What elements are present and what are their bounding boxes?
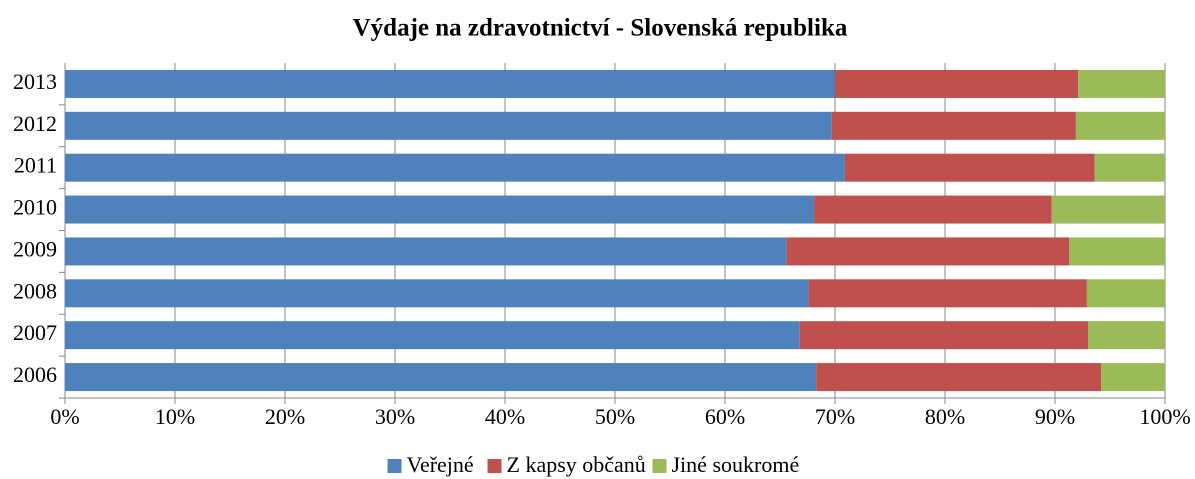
x-tick-label: 40%: [485, 404, 525, 429]
x-tick-label: 0%: [50, 404, 79, 429]
bar-segment: [816, 363, 1102, 392]
bar-segment: [1051, 195, 1165, 224]
x-tick-label: 30%: [375, 404, 415, 429]
bar-segment: [65, 363, 817, 392]
x-tick-label: 100%: [1139, 404, 1190, 429]
legend-swatch: [387, 459, 402, 473]
y-tick-label: 2009: [13, 236, 57, 261]
bar-segment: [1078, 69, 1165, 98]
y-tick-label: 2012: [13, 111, 57, 136]
x-tick-label: 70%: [815, 404, 855, 429]
y-tick-label: 2011: [14, 153, 57, 178]
bar-segment: [786, 237, 1070, 266]
x-tick-label: 20%: [265, 404, 305, 429]
bar-segment: [1075, 111, 1165, 140]
bar-segment: [814, 195, 1052, 224]
bar-segment: [1094, 153, 1165, 182]
bar-segment: [1086, 279, 1165, 308]
bar-segment: [799, 321, 1088, 350]
x-tick-label: 60%: [705, 404, 745, 429]
legend-label: Veřejné: [407, 452, 474, 477]
legend-swatch: [487, 459, 502, 473]
bar-segment: [65, 153, 845, 182]
bar-segment: [808, 279, 1087, 308]
bar-segment: [1069, 237, 1165, 266]
bar-segment: [65, 111, 832, 140]
y-tick-label: 2007: [13, 320, 57, 345]
x-tick-label: 50%: [595, 404, 635, 429]
y-tick-label: 2010: [13, 195, 57, 220]
bar-segment: [835, 69, 1079, 98]
bar-segment: [65, 279, 809, 308]
legend-label: Jiné soukromé: [672, 452, 800, 477]
bar-segment: [65, 69, 835, 98]
bar-segment: [65, 195, 815, 224]
y-tick-label: 2013: [13, 69, 57, 94]
bar-segment: [65, 237, 787, 266]
legend-label: Z kapsy občanů: [507, 452, 646, 477]
x-tick-label: 90%: [1035, 404, 1075, 429]
x-tick-label: 10%: [155, 404, 195, 429]
x-tick-label: 80%: [925, 404, 965, 429]
bar-segment: [1088, 321, 1165, 350]
legend-swatch: [652, 459, 667, 473]
y-tick-label: 2006: [13, 362, 57, 387]
bar-segment: [831, 111, 1076, 140]
bar-segment: [844, 153, 1095, 182]
chart-title: Výdaje na zdravotnictví - Slovenská repu…: [353, 15, 848, 42]
bar-segment: [1101, 363, 1165, 392]
bar-segment: [65, 321, 800, 350]
y-tick-label: 2008: [13, 278, 57, 303]
